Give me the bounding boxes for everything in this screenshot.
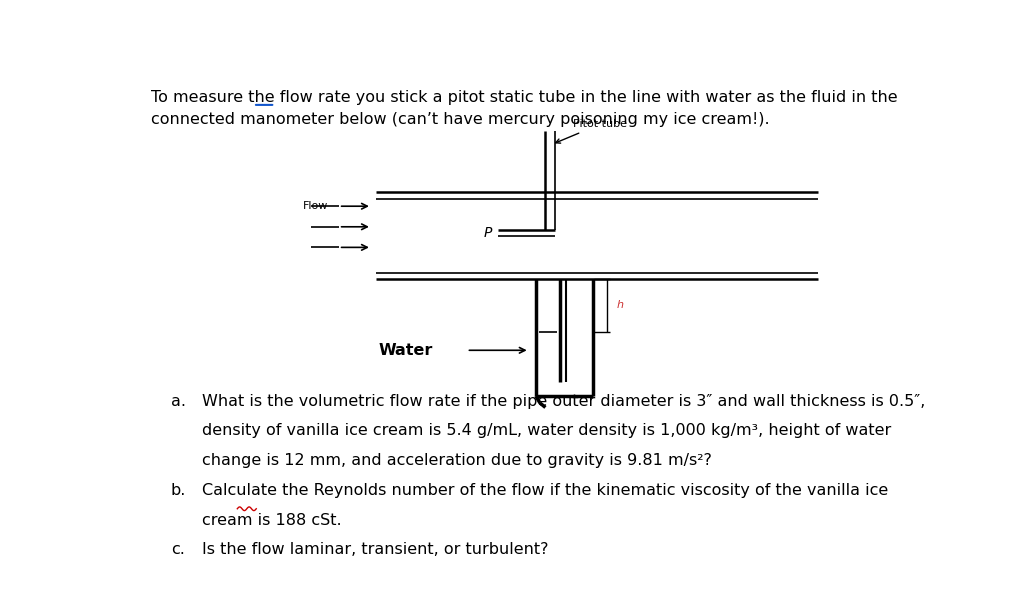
Text: Calculate the Reynolds number of the flow if the kinematic viscosity of the vani: Calculate the Reynolds number of the flo…	[203, 483, 889, 498]
Text: To measure the flow rate you stick a pitot static tube in the line with water as: To measure the flow rate you stick a pit…	[151, 90, 898, 105]
Text: a.: a.	[171, 394, 185, 409]
Text: change is 12 mm, and acceleration due to gravity is 9.81 m/s²?: change is 12 mm, and acceleration due to…	[203, 453, 712, 468]
Text: P: P	[484, 226, 492, 240]
Text: What is the volumetric flow rate if the pipe outer diameter is 3″ and wall thick: What is the volumetric flow rate if the …	[203, 394, 925, 409]
Text: c.: c.	[171, 542, 184, 557]
Text: Is the flow laminar, transient, or turbulent?: Is the flow laminar, transient, or turbu…	[203, 542, 549, 557]
Text: h: h	[617, 301, 624, 311]
Text: Pitot tube: Pitot tube	[556, 119, 627, 143]
Text: density of vanilla ice cream is 5.4 g/mL, water density is 1,000 kg/m³, height o: density of vanilla ice cream is 5.4 g/mL…	[203, 424, 892, 438]
Text: connected manometer below (can’t have mercury poisoning my ice cream!).: connected manometer below (can’t have me…	[151, 112, 770, 127]
Text: b.: b.	[171, 483, 186, 498]
Text: Flow: Flow	[303, 201, 329, 211]
Text: cream is 188 cSt.: cream is 188 cSt.	[203, 513, 342, 527]
Text: Water: Water	[379, 343, 434, 358]
